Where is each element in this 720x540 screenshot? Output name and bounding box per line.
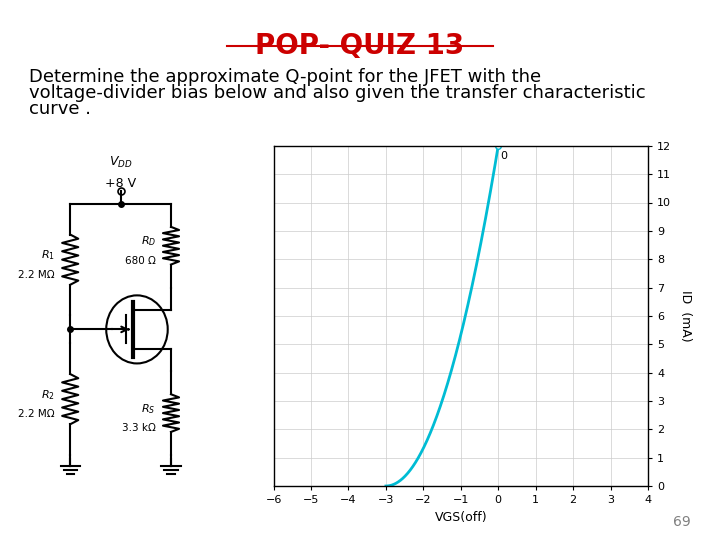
Y-axis label: ID  (mA): ID (mA) (679, 290, 692, 342)
Text: $V_{DD}$: $V_{DD}$ (109, 156, 132, 171)
Text: 2.2 MΩ: 2.2 MΩ (19, 409, 55, 420)
Text: 680 Ω: 680 Ω (125, 256, 156, 266)
Text: +8 V: +8 V (105, 177, 136, 190)
Text: 2.2 MΩ: 2.2 MΩ (19, 270, 55, 280)
Text: $R_S$: $R_S$ (141, 402, 156, 416)
Text: voltage-divider bias below and also given the transfer characteristic: voltage-divider bias below and also give… (29, 84, 645, 102)
Text: 3.3 kΩ: 3.3 kΩ (122, 423, 156, 434)
Text: 69: 69 (673, 515, 691, 529)
X-axis label: VGS(off): VGS(off) (434, 511, 487, 524)
Text: $R_2$: $R_2$ (41, 388, 55, 402)
Text: $R_D$: $R_D$ (140, 234, 156, 248)
Text: 0: 0 (500, 151, 507, 161)
Text: curve .: curve . (29, 100, 91, 118)
Text: $R_1$: $R_1$ (41, 248, 55, 262)
Text: Determine the approximate Q-point for the JFET with the: Determine the approximate Q-point for th… (29, 68, 541, 85)
Text: POP- QUIZ 13: POP- QUIZ 13 (256, 32, 464, 60)
